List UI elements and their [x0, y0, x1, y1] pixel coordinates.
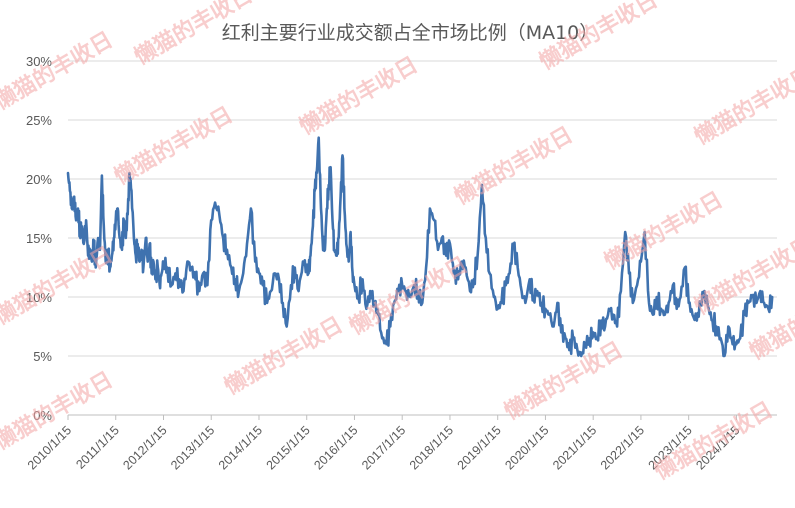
y-tick-label: 15% [26, 231, 52, 246]
series-line-0 [66, 136, 774, 358]
y-tick-label: 25% [26, 113, 52, 128]
y-tick-label: 10% [26, 290, 52, 305]
series-layer [66, 136, 774, 358]
y-tick-label: 30% [26, 54, 52, 69]
y-tick-label: 0% [33, 408, 52, 423]
y-tick-label: 5% [33, 349, 52, 364]
chart-title: 红利主要行业成交额占全市场比例（MA10） [222, 22, 599, 44]
y-axis-ticks: 0% 5% 10% 15% 20% 25% 30% [26, 54, 52, 423]
y-tick-label: 20% [26, 172, 52, 187]
